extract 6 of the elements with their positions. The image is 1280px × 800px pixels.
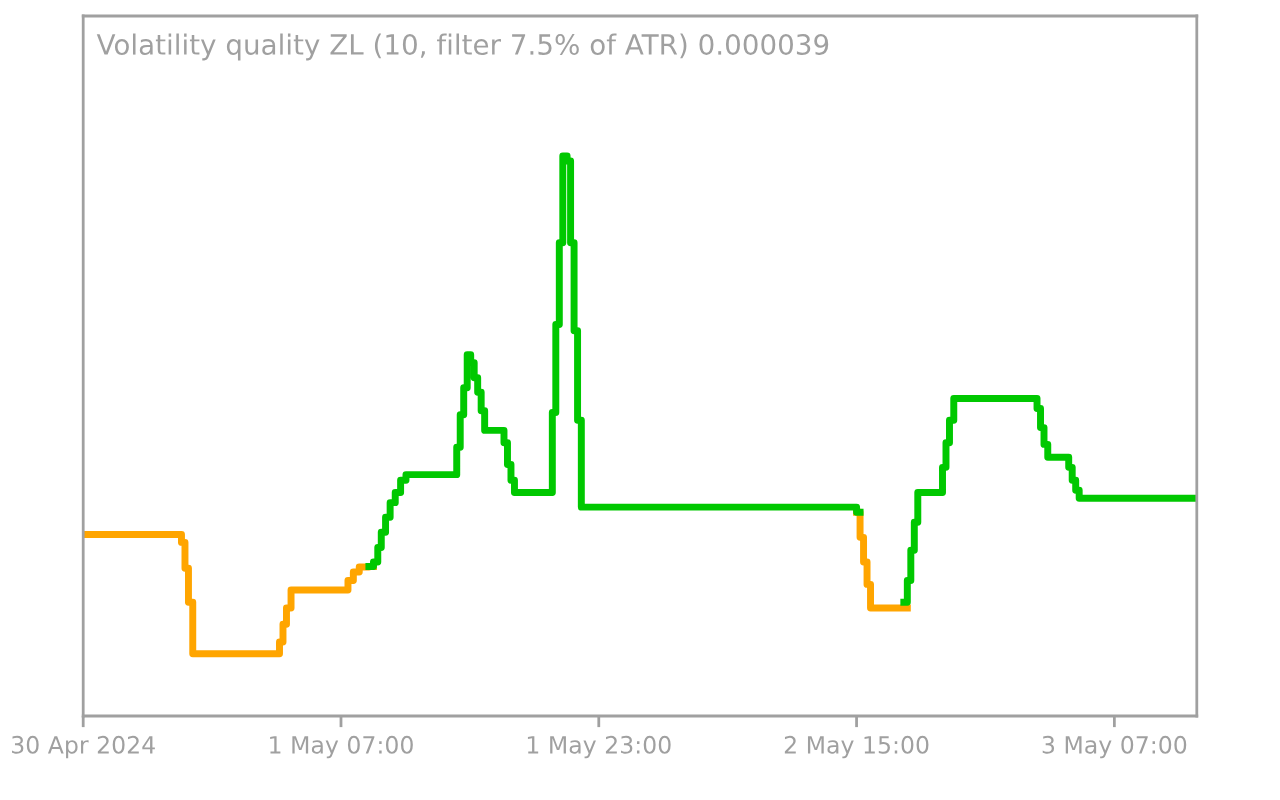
x-tick-label: 3 May 07:00 xyxy=(1042,735,1187,759)
x-tick-label: 30 Apr 2024 xyxy=(12,735,155,759)
chart-title: Volatility quality ZL (10, filter 7.5% of ATR) 0.000039 xyxy=(96,33,829,61)
x-tick-label: 1 May 23:00 xyxy=(527,735,671,759)
x-tick-label: 1 May 07:00 xyxy=(270,735,413,759)
x-tick-label: 2 May 15:00 xyxy=(784,735,929,759)
